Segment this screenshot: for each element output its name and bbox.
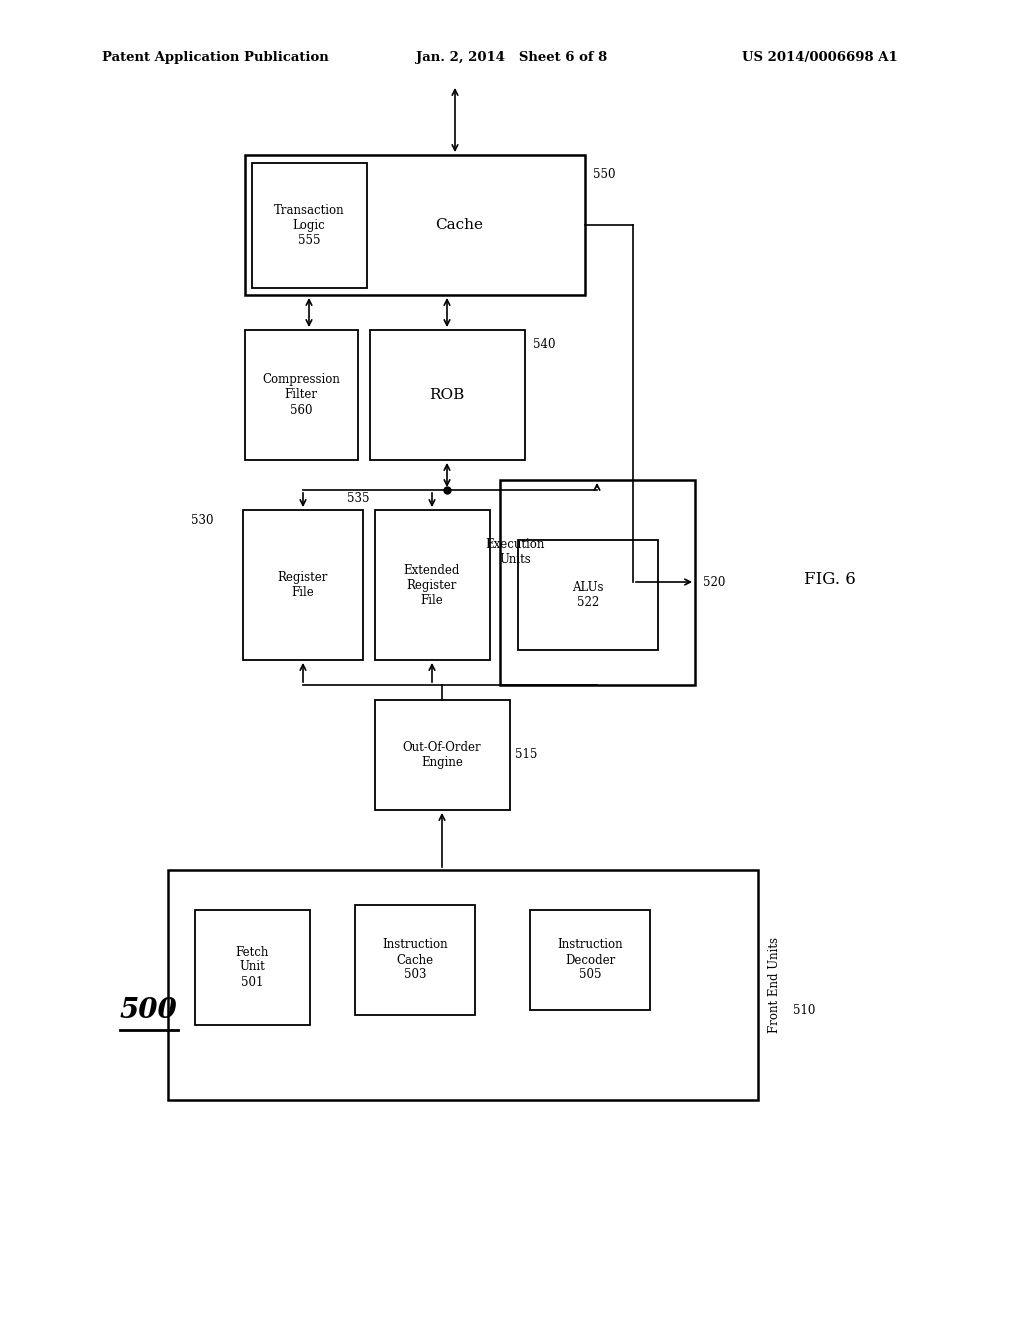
Text: 530: 530 (190, 513, 213, 527)
Text: ALUs
522: ALUs 522 (572, 581, 604, 609)
Text: Front End Units: Front End Units (768, 937, 781, 1034)
Bar (252, 162, 367, 288)
Text: 535: 535 (347, 492, 370, 506)
Text: Instruction
Cache
503: Instruction Cache 503 (382, 939, 447, 982)
Text: FIG. 6: FIG. 6 (804, 572, 856, 589)
Bar (168, 870, 758, 1100)
Bar (530, 909, 650, 1010)
Text: 550: 550 (593, 169, 615, 181)
Text: Extended
Register
File: Extended Register File (403, 564, 460, 606)
Text: Jan. 2, 2014   Sheet 6 of 8: Jan. 2, 2014 Sheet 6 of 8 (417, 51, 607, 65)
Bar (370, 330, 525, 459)
Text: 510: 510 (793, 1003, 815, 1016)
Text: Transaction
Logic
555: Transaction Logic 555 (273, 203, 344, 247)
Text: Compression
Filter
560: Compression Filter 560 (262, 374, 340, 417)
Bar (375, 510, 490, 660)
Text: Cache: Cache (435, 218, 483, 232)
Text: Instruction
Decoder
505: Instruction Decoder 505 (557, 939, 623, 982)
Text: Register
File: Register File (278, 572, 328, 599)
Bar (355, 906, 475, 1015)
Text: Patent Application Publication: Patent Application Publication (101, 51, 329, 65)
Text: ROB: ROB (429, 388, 465, 403)
Text: 520: 520 (703, 576, 725, 589)
Bar (245, 154, 585, 294)
Text: Execution
Units: Execution Units (485, 539, 545, 566)
Text: 540: 540 (534, 338, 555, 351)
Bar (195, 909, 310, 1026)
Text: 515: 515 (515, 748, 538, 762)
Bar (518, 540, 658, 649)
Bar (243, 510, 362, 660)
Text: Out-Of-Order
Engine: Out-Of-Order Engine (402, 741, 481, 770)
Bar (245, 330, 358, 459)
Text: Fetch
Unit
501: Fetch Unit 501 (236, 945, 268, 989)
Bar (500, 480, 695, 685)
Text: 500: 500 (119, 997, 177, 1023)
Text: US 2014/0006698 A1: US 2014/0006698 A1 (742, 51, 898, 65)
Bar (375, 700, 510, 810)
